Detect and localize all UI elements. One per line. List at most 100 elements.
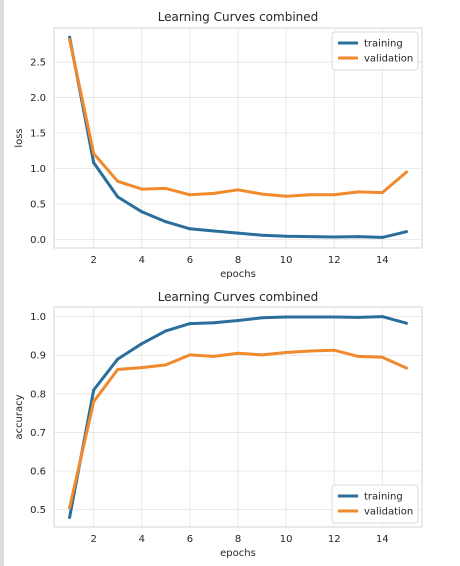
data-point-validation <box>404 170 408 174</box>
data-point-validation <box>260 192 264 196</box>
y-tick-label: 0.8 <box>30 389 46 400</box>
data-point-validation <box>260 353 264 357</box>
data-point-validation <box>308 349 312 353</box>
data-point-validation <box>284 194 288 198</box>
x-axis-label: epochs <box>220 269 256 280</box>
x-tick-label: 10 <box>280 534 293 545</box>
data-point-training <box>260 316 264 320</box>
data-point-validation <box>92 400 96 404</box>
x-tick-label: 2 <box>90 534 96 545</box>
data-point-validation <box>140 366 144 370</box>
data-point-training <box>404 230 408 234</box>
y-tick-label: 1.0 <box>30 164 46 175</box>
data-point-validation <box>68 506 72 510</box>
data-point-training <box>212 229 216 233</box>
x-tick-label: 14 <box>376 255 389 266</box>
data-point-validation <box>236 188 240 192</box>
data-point-validation <box>68 37 72 41</box>
legend-label: training <box>364 492 403 503</box>
y-tick-label: 1.5 <box>30 129 46 140</box>
data-point-training <box>164 329 168 333</box>
data-point-training <box>356 235 360 239</box>
data-point-training <box>212 321 216 325</box>
data-point-training <box>404 321 408 325</box>
data-point-training <box>188 227 192 231</box>
x-tick-label: 14 <box>376 534 389 545</box>
data-point-validation <box>116 179 120 183</box>
x-tick-label: 2 <box>90 255 96 266</box>
chart-title: Learning Curves combined <box>158 290 319 304</box>
data-point-training <box>380 315 384 319</box>
x-tick-label: 4 <box>139 255 145 266</box>
data-point-validation <box>92 152 96 156</box>
data-point-validation <box>308 193 312 197</box>
x-tick-label: 6 <box>187 255 193 266</box>
data-point-validation <box>212 191 216 195</box>
data-point-training <box>92 388 96 392</box>
accuracy-chart: 2 4 6 8 10 12 14 0.5 0.6 0.7 0.8 0.9 1.0 Learning Cur… <box>14 290 423 559</box>
plot-frame <box>53 27 423 249</box>
y-tick-label: 2.5 <box>30 58 46 69</box>
chart-title: Learning Curves combined <box>158 10 319 24</box>
data-point-training <box>116 357 120 361</box>
x-axis-label: epochs <box>220 548 256 559</box>
data-point-training <box>68 515 72 519</box>
x-tick-label: 12 <box>328 255 341 266</box>
data-point-validation <box>332 348 336 352</box>
y-axis-label: loss <box>14 128 25 147</box>
data-point-training <box>68 35 72 39</box>
x-tick-label: 8 <box>235 534 241 545</box>
legend: training validation <box>331 31 419 71</box>
data-point-training <box>188 322 192 326</box>
data-point-training <box>356 315 360 319</box>
y-tick-label: 0.7 <box>30 428 46 439</box>
plot-frame <box>53 306 423 528</box>
y-axis-label: accuracy <box>14 394 25 439</box>
loss-chart: 2 4 6 8 10 12 14 0.0 0.5 1.0 1.5 2.0 2.5 Learning Cur… <box>14 10 423 280</box>
data-point-validation <box>380 355 384 359</box>
data-point-training <box>92 161 96 165</box>
data-point-training <box>332 235 336 239</box>
data-point-training <box>332 315 336 319</box>
x-tick-label: 6 <box>187 534 193 545</box>
data-point-validation <box>116 368 120 372</box>
legend: training validation <box>331 484 419 524</box>
data-point-validation <box>236 351 240 355</box>
y-tick-label: 0.5 <box>30 200 46 211</box>
data-point-validation <box>284 351 288 355</box>
data-point-training <box>140 210 144 214</box>
data-point-training <box>140 342 144 346</box>
y-tick-label: 2.0 <box>30 93 46 104</box>
x-tick-label: 4 <box>139 534 145 545</box>
data-point-training <box>164 220 168 224</box>
data-point-validation <box>140 187 144 191</box>
data-point-validation <box>332 193 336 197</box>
data-point-validation <box>188 193 192 197</box>
data-point-training <box>308 235 312 239</box>
data-point-validation <box>404 366 408 370</box>
x-tick-label: 10 <box>280 255 293 266</box>
data-point-training <box>380 235 384 239</box>
data-point-validation <box>356 190 360 194</box>
data-point-validation <box>164 363 168 367</box>
y-tick-label: 0.5 <box>30 505 46 516</box>
data-point-training <box>260 233 264 237</box>
data-point-validation <box>164 186 168 190</box>
legend-label: validation <box>364 54 413 65</box>
y-tick-label: 0.6 <box>30 467 46 478</box>
data-point-training <box>116 195 120 199</box>
data-point-training <box>284 234 288 238</box>
data-point-validation <box>380 191 384 195</box>
data-point-training <box>308 315 312 319</box>
data-point-training <box>284 315 288 319</box>
legend-label: validation <box>364 507 413 518</box>
y-tick-label: 0.0 <box>30 235 46 246</box>
legend-label: training <box>364 39 403 50</box>
data-point-validation <box>188 353 192 357</box>
data-point-training <box>236 319 240 323</box>
data-point-validation <box>212 354 216 358</box>
data-point-validation <box>356 354 360 358</box>
x-tick-label: 12 <box>328 534 341 545</box>
y-tick-label: 1.0 <box>30 312 46 323</box>
